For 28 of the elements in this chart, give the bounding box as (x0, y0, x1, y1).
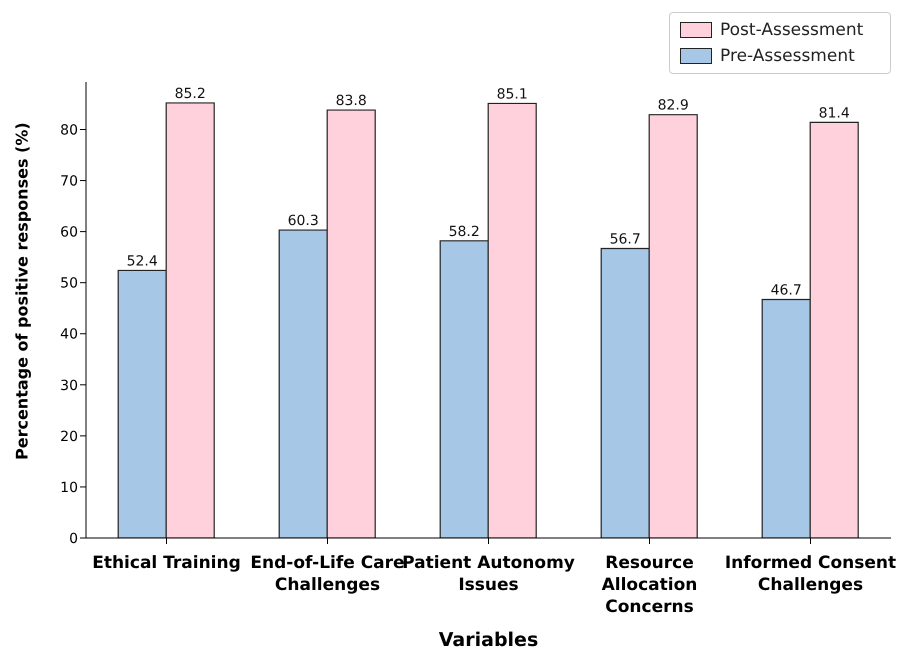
y-tick-label: 10 (60, 480, 78, 496)
data-label: 83.8 (336, 93, 367, 110)
legend-label: Post-Assessment (719, 19, 864, 42)
data-label: 85.2 (174, 86, 206, 102)
y-tick-label: 70 (60, 174, 78, 190)
data-label: 60.3 (288, 213, 319, 230)
x-tick-label: Resource Allocation Concerns (602, 553, 698, 617)
y-tick-label: 80 (60, 122, 78, 138)
x-axis-title: Variables (438, 629, 538, 651)
data-label: 46.7 (770, 282, 802, 299)
y-tick-label: 0 (69, 530, 78, 547)
data-label: 58.2 (448, 224, 480, 240)
y-tick-label: 60 (60, 224, 78, 241)
y-tick-label: 50 (60, 276, 78, 292)
x-tick-label: Patient Autonomy Issues (402, 553, 575, 595)
x-tick-label: End-of-Life Care Challenges (250, 553, 405, 595)
data-label: 52.4 (126, 253, 158, 270)
data-label: 85.1 (496, 86, 528, 102)
y-tick-label: 20 (60, 428, 78, 445)
y-tick-label: 30 (60, 378, 78, 394)
data-label: 81.4 (818, 105, 850, 122)
data-label: 56.7 (610, 231, 641, 248)
x-tick-label: Informed Consent Challenges (724, 553, 896, 595)
data-label: 82.9 (658, 98, 689, 114)
y-axis-title: Percentage of positive responses (%) (12, 122, 32, 460)
y-tick-label: 40 (60, 326, 78, 343)
x-tick-label: Ethical Training (92, 553, 241, 573)
legend-label: Pre-Assessment (719, 45, 856, 68)
